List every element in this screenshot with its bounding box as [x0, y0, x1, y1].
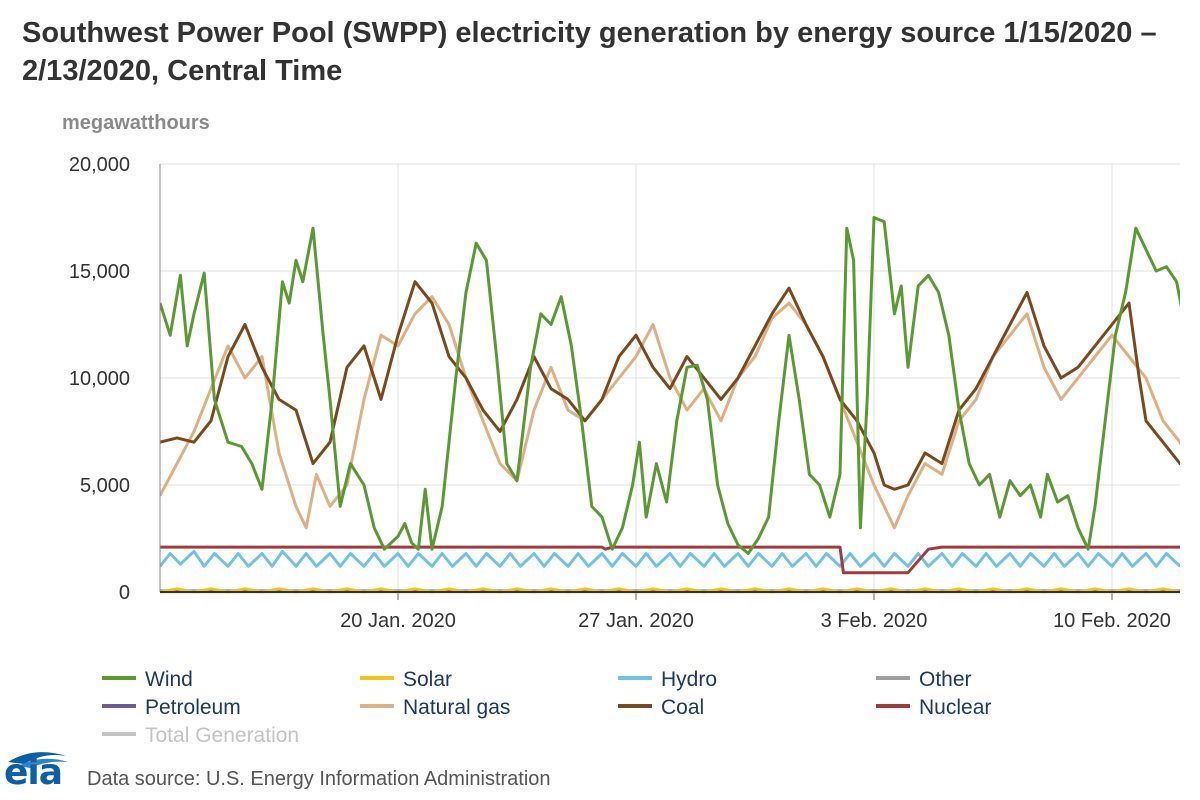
x-tick-label: 3 Feb. 2020	[821, 610, 928, 632]
legend-label: Coal	[661, 696, 705, 719]
legend-label: Other	[919, 668, 972, 691]
legend-item-solar[interactable]: Solar	[360, 668, 452, 696]
plot-area	[160, 216, 1180, 594]
legend-item-wind[interactable]: Wind	[102, 668, 193, 696]
legend-swatch	[360, 676, 394, 681]
legend-label: Hydro	[661, 668, 718, 691]
legend-swatch	[102, 732, 136, 737]
legend-item-total-generation[interactable]: Total Generation	[102, 724, 299, 752]
x-tick-label: 27 Jan. 2020	[578, 610, 694, 632]
legend: Wind Solar Hydro Other Petroleum Natural gas C…	[102, 668, 1182, 758]
x-axis-ticks: 20 Jan. 2020 27 Jan. 2020 3 Feb. 2020 10 Fe…	[340, 592, 1171, 632]
eia-logo: eia	[4, 742, 84, 794]
legend-item-coal[interactable]: Coal	[618, 696, 704, 724]
y-tick-label: 20,000	[69, 154, 130, 176]
axes	[159, 164, 1180, 593]
legend-item-nuclear[interactable]: Nuclear	[876, 696, 991, 724]
series-line-wind	[160, 216, 1180, 555]
legend-label: Total Generation	[145, 724, 300, 747]
legend-label: Wind	[145, 668, 193, 691]
legend-swatch	[876, 704, 910, 709]
legend-item-petroleum[interactable]: Petroleum	[102, 696, 241, 724]
legend-swatch	[618, 704, 652, 709]
legend-swatch	[618, 676, 652, 681]
legend-swatch	[102, 704, 136, 709]
legend-swatch	[360, 704, 394, 709]
eia-logo-text: eia	[4, 752, 63, 793]
legend-swatch	[102, 676, 136, 681]
legend-swatch	[876, 676, 910, 681]
series-line-nuclear	[160, 545, 1180, 575]
data-source-note: Data source: U.S. Energy Information Adm…	[87, 768, 551, 790]
y-tick-label: 10,000	[69, 368, 130, 390]
legend-label: Natural gas	[403, 696, 511, 719]
eia-swoosh-icon	[8, 752, 68, 768]
x-tick-label: 20 Jan. 2020	[340, 610, 456, 632]
series-line-hydro	[160, 549, 1180, 568]
legend-item-natural-gas[interactable]: Natural gas	[360, 696, 510, 724]
series-line-natural-gas	[160, 295, 1180, 530]
legend-item-hydro[interactable]: Hydro	[618, 668, 717, 696]
legend-label: Solar	[403, 668, 453, 691]
x-tick-label: 10 Feb. 2020	[1053, 610, 1171, 632]
legend-label: Petroleum	[145, 696, 241, 719]
y-axis-unit-label: megawatthours	[62, 112, 210, 134]
y-axis-ticks: 0 5,000 10,000 15,000 20,000	[69, 154, 130, 604]
y-tick-label: 5,000	[80, 475, 130, 497]
chart-title: Southwest Power Pool (SWPP) electricity …	[22, 17, 1157, 87]
series-line-coal	[160, 280, 1180, 491]
y-tick-label: 0	[119, 582, 130, 604]
legend-label: Nuclear	[919, 696, 992, 719]
y-tick-label: 15,000	[69, 261, 130, 283]
legend-item-other[interactable]: Other	[876, 668, 972, 696]
